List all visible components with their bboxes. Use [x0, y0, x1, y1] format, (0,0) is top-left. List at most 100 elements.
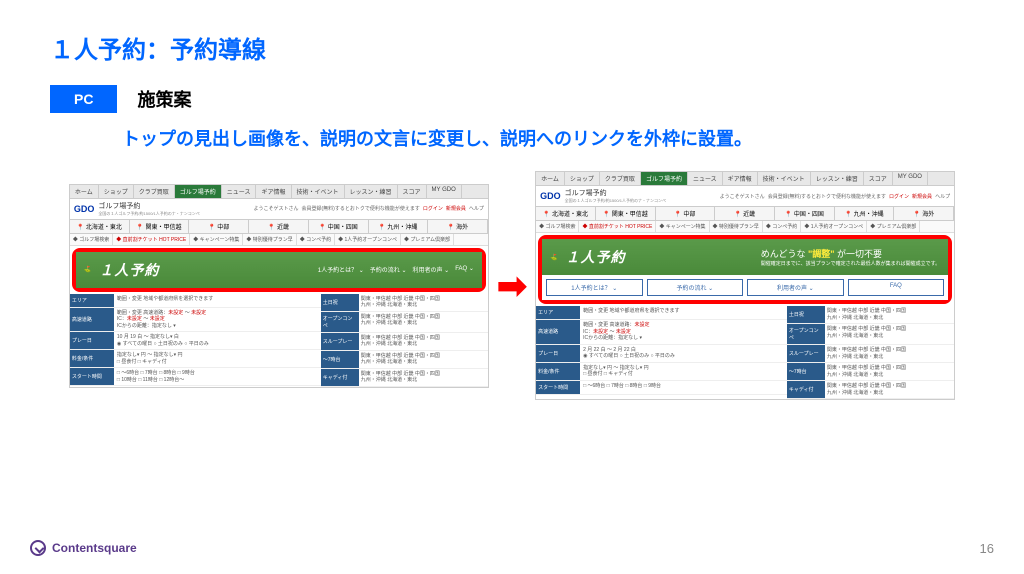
subnav-item[interactable]: ◆ キャンペーン特集 [190, 234, 243, 245]
right-filter-label: オープンコンペ [787, 324, 825, 344]
subnav-item[interactable]: ◆ 1人予約オープンコンペ [335, 234, 401, 245]
nav-item[interactable]: ギア情報 [256, 185, 291, 198]
banner-link[interactable]: 1人予約とは？ ⌄ [318, 265, 364, 274]
subnav-item[interactable]: ◆ 直前割チケット HOT PRICE [579, 221, 656, 232]
subnav-item[interactable]: ◆ プレミアム倶楽部 [867, 221, 920, 232]
region-tab[interactable]: 📍 海外 [894, 207, 954, 220]
right-filter-label: オープンコンペ [321, 312, 359, 332]
msg: 会員登録(無料)するとおトクで便利な機能が使えます [768, 193, 886, 200]
nav-item[interactable]: MY GDO [427, 185, 462, 198]
subnav-item[interactable]: ◆ コンペ予約 [763, 221, 801, 232]
filter-row: 高速道路範囲・変更 高速道路：未設定IC：未設定 ～ 未設定ICからの距離：指定… [536, 320, 787, 345]
region-tab[interactable]: 📍 関東・甲信越 [596, 207, 656, 220]
banner-link[interactable]: 利用者の声 ⌄ [413, 265, 450, 274]
subnav-item[interactable]: ◆ キャンペーン特集 [656, 221, 709, 232]
right-filter-body[interactable]: 関東・甲信越 中部 近畿 中国・四国九州・沖縄 北海道・東北 [825, 381, 954, 398]
banner-title: １人予約 [566, 247, 626, 267]
filter-body[interactable]: □ ～6時台 □ 7時台 □ 8時台 □ 9時台□ 10時台 □ 11時台 □ … [114, 368, 321, 385]
footer-brand: Contentsquare [52, 541, 137, 555]
banner-link[interactable]: FAQ ⌄ [455, 265, 474, 274]
filter-body[interactable]: 範囲・変更 高速道路：未設定 ～ 未設定IC：未設定 ～ 未設定ICからの距離：… [114, 308, 321, 332]
right-filter-body[interactable]: 関東・甲信越 中部 近畿 中国・四国九州・沖縄 北海道・東北 [359, 333, 488, 350]
subtitle: 施策案 [137, 86, 191, 112]
nav-item[interactable]: レッスン・練習 [811, 172, 864, 185]
right-filter-row: キャディ付関東・甲信越 中部 近畿 中国・四国九州・沖縄 北海道・東北 [321, 369, 488, 387]
filter-body[interactable]: 範囲・変更 高速道路：未設定IC：未設定 ～ 未設定ICからの距離：指定なし ▾ [580, 320, 787, 344]
help-link[interactable]: ヘルプ [935, 193, 950, 200]
tab-button[interactable]: 利用者の声 ⌄ [747, 279, 844, 296]
filter-body[interactable]: □ ～6時台 □ 7時台 □ 8時台 □ 9時台 [580, 381, 787, 394]
banner-link[interactable]: 予約の流れ ⌄ [370, 265, 407, 274]
region-tab[interactable]: 📍 近畿 [715, 207, 775, 220]
tab-button[interactable]: 予約の流れ ⌄ [647, 279, 744, 296]
right-filter-body[interactable]: 関東・甲信越 中部 近畿 中国・四国九州・沖縄 北海道・東北 [825, 345, 954, 362]
nav-item[interactable]: ゴルフ場予約 [175, 185, 222, 198]
login-link[interactable]: ログイン [423, 205, 443, 212]
tab-button[interactable]: FAQ [848, 279, 945, 296]
logo-tag: 全国の１人ゴルフ予約/約1500/1人予約のナ・ナンコンペ [565, 198, 666, 204]
reg-link[interactable]: 新規会員 [446, 205, 466, 212]
nav-item[interactable]: レッスン・練習 [345, 185, 398, 198]
filter-body[interactable]: 10 月 19 白 ～ 指定なし▾ 白◉ すべての曜日 ○ 土日祝のみ ○ 平日… [114, 332, 321, 349]
page-number: 16 [980, 541, 994, 556]
nav-item[interactable]: ギア情報 [723, 172, 758, 185]
region-tab[interactable]: 📍 中国・四国 [775, 207, 835, 220]
right-filter-body[interactable]: 関東・甲信越 中部 近畿 中国・四国九州・沖縄 北海道・東北 [359, 294, 488, 311]
nav-item[interactable]: クラブ買取 [134, 185, 175, 198]
right-filter-row: ～7時台関東・甲信越 中部 近畿 中国・四国九州・沖縄 北海道・東北 [321, 351, 488, 369]
region-tab[interactable]: 📍 海外 [428, 220, 488, 233]
nav-item[interactable]: ショップ [565, 172, 600, 185]
right-filter-body[interactable]: 関東・甲信越 中部 近畿 中国・四国九州・沖縄 北海道・東北 [359, 351, 488, 368]
region-tab[interactable]: 📍 九州・沖縄 [369, 220, 429, 233]
region-tab[interactable]: 📍 九州・沖縄 [835, 207, 895, 220]
right-filter-body[interactable]: 関東・甲信越 中部 近畿 中国・四国九州・沖縄 北海道・東北 [359, 312, 488, 332]
region-tab[interactable]: 📍 北海道・東北 [70, 220, 130, 233]
region-tabs: 📍 北海道・東北📍 関東・甲信越📍 中部📍 近畿📍 中国・四国📍 九州・沖縄📍 … [536, 206, 954, 221]
nav-item[interactable]: ゴルフ場予約 [641, 172, 688, 185]
region-tab[interactable]: 📍 近畿 [249, 220, 309, 233]
right-filter-label: キャディ付 [787, 381, 825, 398]
subnav-item[interactable]: ◆ プレミアム倶楽部 [401, 234, 454, 245]
filter-body[interactable]: 指定なし▾ 円 ～ 指定なし▾ 円□ 昼食付 □ キャディ付 [580, 363, 787, 380]
region-tab[interactable]: 📍 中部 [189, 220, 249, 233]
filter-label: 料金/条件 [70, 350, 114, 367]
filter-body[interactable]: 2 月 22 白 ～ 2 月 22 白◉ すべての曜日 ○ 土日祝のみ ○ 平日… [580, 345, 787, 362]
nav-item[interactable]: スコア [398, 185, 427, 198]
subnav-item[interactable]: ◆ 特別優待プラン早 [710, 221, 763, 232]
filter-body[interactable]: 指定なし▾ 円 ～ 指定なし▾ 円□ 昼食付 □ キャディ付 [114, 350, 321, 367]
subnav-item[interactable]: ◆ コンペ予約 [297, 234, 335, 245]
region-tab[interactable]: 📍 中部 [656, 207, 716, 220]
nav-item[interactable]: 技術・イベント [758, 172, 811, 185]
right-filter-label: ～7時台 [787, 363, 825, 380]
nav-item[interactable]: 技術・イベント [292, 185, 345, 198]
filters: エリア範囲・変更 地域や都道府県を選択できます高速道路範囲・変更 高速道路：未設… [536, 306, 954, 399]
nav-item[interactable]: MY GDO [893, 172, 928, 185]
right-filter-row: オープンコンペ関東・甲信越 中部 近畿 中国・四国九州・沖縄 北海道・東北 [787, 324, 954, 345]
nav-item[interactable]: ショップ [99, 185, 134, 198]
nav-item[interactable]: クラブ買取 [600, 172, 641, 185]
region-tab[interactable]: 📍 北海道・東北 [536, 207, 596, 220]
region-tab[interactable]: 📍 関東・甲信越 [130, 220, 190, 233]
right-filter-body[interactable]: 関東・甲信越 中部 近畿 中国・四国九州・沖縄 北海道・東北 [359, 369, 488, 386]
login-link[interactable]: ログイン [889, 193, 909, 200]
right-filter-body[interactable]: 関東・甲信越 中部 近畿 中国・四国九州・沖縄 北海道・東北 [825, 363, 954, 380]
subnav-item[interactable]: ◆ ゴルフ場検索 [536, 221, 579, 232]
filter-body[interactable]: 範囲・変更 地域や都道府県を選択できます [114, 294, 321, 307]
nav-item[interactable]: スコア [864, 172, 893, 185]
subnav-item[interactable]: ◆ ゴルフ場検索 [70, 234, 113, 245]
filter-body[interactable]: 範囲・変更 地域や都道府県を選択できます [580, 306, 787, 319]
right-filter-body[interactable]: 関東・甲信越 中部 近畿 中国・四国九州・沖縄 北海道・東北 [825, 324, 954, 344]
right-filter-body[interactable]: 関東・甲信越 中部 近畿 中国・四国九州・沖縄 北海道・東北 [825, 306, 954, 323]
nav-item[interactable]: ホーム [536, 172, 565, 185]
subnav-item[interactable]: ◆ 直前割チケット HOT PRICE [113, 234, 190, 245]
nav-item[interactable]: ホーム [70, 185, 99, 198]
cs-icon [30, 540, 46, 556]
subnav-item[interactable]: ◆ 1人予約オープンコンペ [801, 221, 867, 232]
help-link[interactable]: ヘルプ [469, 205, 484, 212]
nav-item[interactable]: ニュース [688, 172, 723, 185]
subnav-item[interactable]: ◆ 特別優待プラン早 [243, 234, 296, 245]
nav-item[interactable]: ニュース [222, 185, 257, 198]
tab-button[interactable]: 1人予約とは？ ⌄ [546, 279, 643, 296]
region-tab[interactable]: 📍 中国・四国 [309, 220, 369, 233]
reg-link[interactable]: 新規会員 [912, 193, 932, 200]
